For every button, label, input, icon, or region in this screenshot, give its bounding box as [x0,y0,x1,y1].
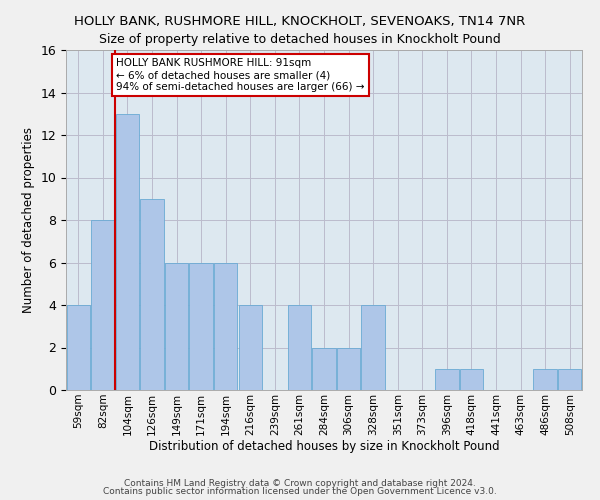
Bar [190,262,213,390]
Bar [288,305,311,390]
Bar [165,262,188,390]
Text: HOLLY BANK RUSHMORE HILL: 91sqm
← 6% of detached houses are smaller (4)
94% of s: HOLLY BANK RUSHMORE HILL: 91sqm ← 6% of … [116,58,365,92]
Bar [337,348,360,390]
Text: Contains public sector information licensed under the Open Government Licence v3: Contains public sector information licen… [103,487,497,496]
Bar [533,369,557,390]
Y-axis label: Number of detached properties: Number of detached properties [22,127,35,313]
Text: Size of property relative to detached houses in Knockholt Pound: Size of property relative to detached ho… [99,32,501,46]
Bar [361,305,385,390]
Bar [214,262,238,390]
Bar [116,114,139,390]
Text: Contains HM Land Registry data © Crown copyright and database right 2024.: Contains HM Land Registry data © Crown c… [124,478,476,488]
X-axis label: Distribution of detached houses by size in Knockholt Pound: Distribution of detached houses by size … [149,440,499,454]
Bar [91,220,115,390]
Bar [239,305,262,390]
Text: HOLLY BANK, RUSHMORE HILL, KNOCKHOLT, SEVENOAKS, TN14 7NR: HOLLY BANK, RUSHMORE HILL, KNOCKHOLT, SE… [74,15,526,28]
Bar [67,305,90,390]
Bar [558,369,581,390]
Bar [460,369,483,390]
Bar [435,369,458,390]
Bar [313,348,335,390]
Bar [140,198,164,390]
